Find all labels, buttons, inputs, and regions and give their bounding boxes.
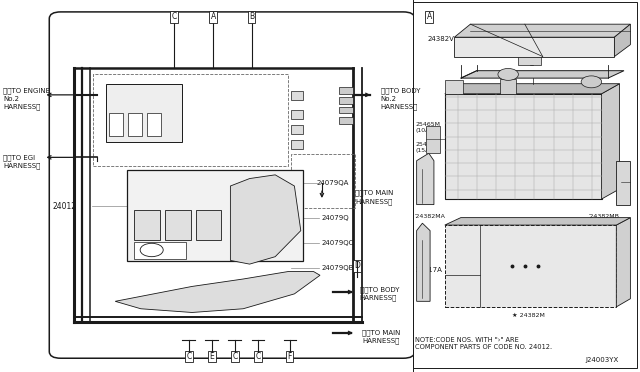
Text: NOTE:CODE NOS. WITH "›" ARE
COMPONENT PARTS OF CODE NO. 24012.: NOTE:CODE NOS. WITH "›" ARE COMPONENT PA… [415, 337, 552, 350]
Bar [291, 110, 303, 119]
Text: J24003YX: J24003YX [585, 357, 618, 363]
Bar [109, 113, 123, 136]
Polygon shape [417, 153, 434, 205]
Text: 24303P: 24303P [467, 86, 493, 92]
Polygon shape [445, 94, 602, 199]
Text: 24079Q: 24079Q [322, 215, 349, 221]
Text: 24382V: 24382V [428, 36, 454, 42]
Circle shape [581, 76, 602, 88]
Bar [147, 113, 161, 136]
Polygon shape [602, 84, 620, 199]
Text: 24370(50A): 24370(50A) [470, 117, 507, 122]
Polygon shape [230, 175, 301, 264]
Circle shape [498, 68, 518, 80]
Text: ⓕ〈TO BODY
No.2
HARNESS〉: ⓕ〈TO BODY No.2 HARNESS〉 [381, 87, 420, 110]
Text: ⓑ〈TO EGI
HARNESS〉: ⓑ〈TO EGI HARNESS〉 [3, 154, 40, 169]
Text: ⓓ〈TO BODY
HARNESS〉: ⓓ〈TO BODY HARNESS〉 [360, 286, 399, 301]
Bar [93, 74, 288, 166]
Bar [445, 80, 463, 94]
Bar [196, 210, 221, 240]
FancyBboxPatch shape [49, 12, 415, 358]
Bar [134, 242, 186, 259]
Text: C: C [172, 12, 177, 21]
Text: 25465M
(10A): 25465M (10A) [415, 122, 440, 133]
Text: 24079QA: 24079QA [317, 180, 349, 186]
Text: ′24382MB: ′24382MB [589, 214, 620, 219]
Bar [134, 210, 160, 240]
Bar [339, 107, 353, 113]
Bar [106, 84, 182, 142]
Polygon shape [616, 218, 630, 307]
Polygon shape [614, 24, 630, 57]
Bar [128, 113, 142, 136]
Text: ★ 24382M: ★ 24382M [512, 312, 545, 318]
Bar [291, 140, 303, 149]
Text: ⓐ〈TO ENGINE
No.2
HARNESS〉: ⓐ〈TO ENGINE No.2 HARNESS〉 [3, 87, 50, 110]
Polygon shape [461, 71, 624, 78]
Text: 24079QC: 24079QC [322, 240, 355, 246]
Text: F: F [288, 352, 292, 361]
Text: 24336X: 24336X [567, 117, 594, 123]
Text: B: B [249, 12, 254, 21]
Polygon shape [445, 218, 630, 225]
Text: ⓔ〈TO MAIN
HARNESS〉: ⓔ〈TO MAIN HARNESS〉 [355, 190, 394, 205]
Text: C: C [232, 352, 237, 361]
Bar [291, 91, 303, 100]
Text: 24217A: 24217A [415, 267, 442, 273]
Polygon shape [616, 161, 630, 205]
Text: ⓒ〈TO MAIN
HARNESS〉: ⓒ〈TO MAIN HARNESS〉 [362, 329, 401, 344]
Bar [518, 57, 541, 65]
Text: A: A [427, 12, 432, 21]
Bar [500, 79, 516, 94]
Polygon shape [454, 37, 614, 57]
Bar [413, 2, 637, 368]
Polygon shape [115, 272, 320, 312]
Text: D: D [354, 262, 360, 270]
Text: 25465M
(15A): 25465M (15A) [415, 142, 440, 153]
Text: 24012: 24012 [52, 202, 77, 211]
Text: C: C [255, 352, 260, 361]
Polygon shape [445, 84, 620, 94]
Bar [291, 125, 303, 134]
Bar [291, 154, 355, 208]
Circle shape [140, 243, 163, 257]
Bar [339, 117, 353, 124]
Bar [445, 225, 616, 307]
Text: C: C [186, 352, 191, 361]
Text: 24079QB: 24079QB [322, 265, 355, 271]
Bar [339, 97, 353, 104]
Text: E: E [209, 352, 214, 361]
Bar [127, 170, 303, 261]
Text: ′24382MA: ′24382MA [415, 214, 446, 219]
Polygon shape [454, 24, 630, 37]
Polygon shape [417, 223, 430, 301]
Bar [165, 210, 191, 240]
Text: A: A [211, 12, 216, 21]
Bar [339, 87, 353, 94]
Bar [426, 126, 440, 153]
